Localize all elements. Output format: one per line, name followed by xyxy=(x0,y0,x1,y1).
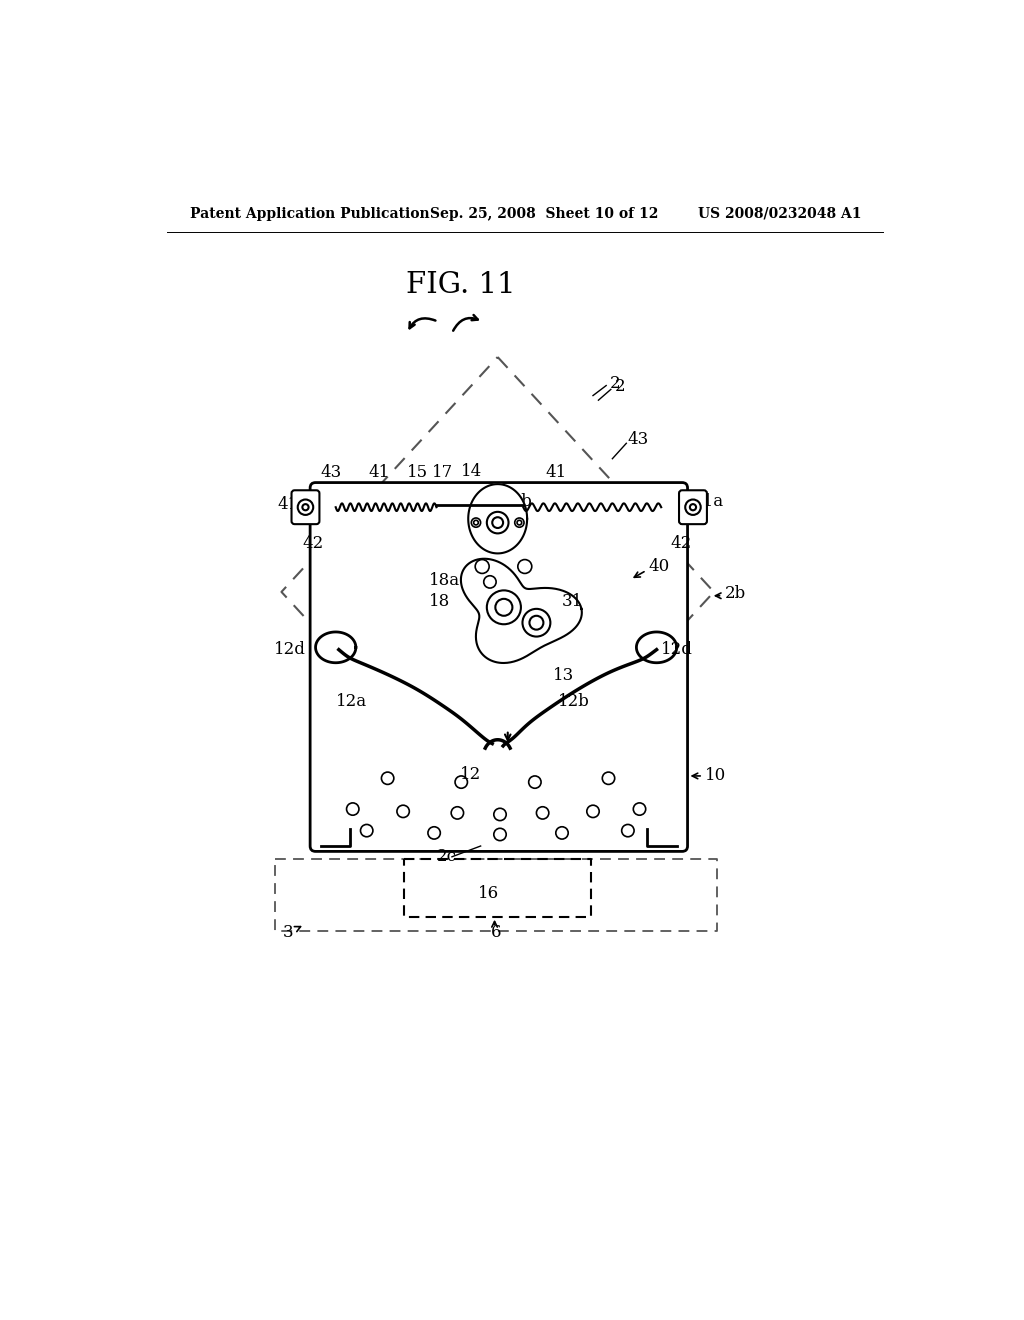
Text: 41b: 41b xyxy=(500,494,531,511)
Text: Patent Application Publication: Patent Application Publication xyxy=(190,207,430,220)
Circle shape xyxy=(685,499,700,515)
Text: 40: 40 xyxy=(649,558,670,576)
Text: 12d: 12d xyxy=(273,642,305,659)
FancyBboxPatch shape xyxy=(292,490,319,524)
Polygon shape xyxy=(461,558,582,663)
Circle shape xyxy=(529,615,544,630)
Text: FIG. 11: FIG. 11 xyxy=(407,272,516,300)
Text: 3: 3 xyxy=(283,924,294,941)
Circle shape xyxy=(537,807,549,818)
Circle shape xyxy=(587,805,599,817)
Circle shape xyxy=(483,576,496,589)
Text: 12d: 12d xyxy=(662,642,693,659)
Circle shape xyxy=(455,776,467,788)
FancyBboxPatch shape xyxy=(310,483,687,851)
Circle shape xyxy=(494,808,506,821)
Text: 12: 12 xyxy=(460,766,481,783)
Text: 41a: 41a xyxy=(692,492,723,510)
Text: US 2008/0232048 A1: US 2008/0232048 A1 xyxy=(697,207,861,220)
Text: 43: 43 xyxy=(321,465,341,480)
Polygon shape xyxy=(468,484,527,553)
Circle shape xyxy=(522,609,550,636)
Circle shape xyxy=(690,504,696,511)
Circle shape xyxy=(515,517,524,527)
Text: 15: 15 xyxy=(407,465,428,480)
Circle shape xyxy=(494,829,506,841)
Circle shape xyxy=(528,776,541,788)
Circle shape xyxy=(486,590,521,624)
Text: 41a: 41a xyxy=(278,496,308,513)
Circle shape xyxy=(452,807,464,818)
Text: 42: 42 xyxy=(671,535,692,552)
Text: 18: 18 xyxy=(429,593,450,610)
Circle shape xyxy=(471,517,480,527)
Text: 2b: 2b xyxy=(725,585,746,602)
Text: 13: 13 xyxy=(553,668,573,684)
Text: 17: 17 xyxy=(432,465,453,480)
Text: 14: 14 xyxy=(461,462,482,479)
Bar xyxy=(321,812,350,829)
Polygon shape xyxy=(636,632,677,663)
Circle shape xyxy=(602,772,614,784)
Circle shape xyxy=(622,825,634,837)
Text: 41: 41 xyxy=(545,465,566,480)
Text: 16: 16 xyxy=(478,886,500,903)
Text: Sep. 25, 2008  Sheet 10 of 12: Sep. 25, 2008 Sheet 10 of 12 xyxy=(430,207,658,220)
Text: 12b: 12b xyxy=(558,693,590,710)
Circle shape xyxy=(475,560,489,573)
Circle shape xyxy=(474,520,478,525)
Circle shape xyxy=(346,803,359,816)
Text: 2: 2 xyxy=(614,378,626,395)
Circle shape xyxy=(381,772,394,784)
Text: 41: 41 xyxy=(369,465,389,480)
Circle shape xyxy=(633,803,646,816)
Text: 31: 31 xyxy=(562,593,584,610)
FancyBboxPatch shape xyxy=(679,490,707,524)
Circle shape xyxy=(517,520,521,525)
Text: 12a: 12a xyxy=(336,693,367,710)
Circle shape xyxy=(428,826,440,840)
Polygon shape xyxy=(315,632,356,663)
Circle shape xyxy=(360,825,373,837)
Circle shape xyxy=(493,517,503,528)
Text: 18a: 18a xyxy=(429,572,460,589)
Circle shape xyxy=(556,826,568,840)
Circle shape xyxy=(486,512,509,533)
Text: 10: 10 xyxy=(706,767,727,784)
Circle shape xyxy=(397,805,410,817)
Circle shape xyxy=(518,560,531,573)
Text: 6: 6 xyxy=(490,924,501,941)
Text: 42: 42 xyxy=(302,535,324,552)
Circle shape xyxy=(298,499,313,515)
Circle shape xyxy=(302,504,308,511)
Text: 2: 2 xyxy=(610,375,621,392)
Text: 43: 43 xyxy=(628,430,649,447)
Circle shape xyxy=(496,599,512,616)
Text: 2c: 2c xyxy=(436,847,457,865)
